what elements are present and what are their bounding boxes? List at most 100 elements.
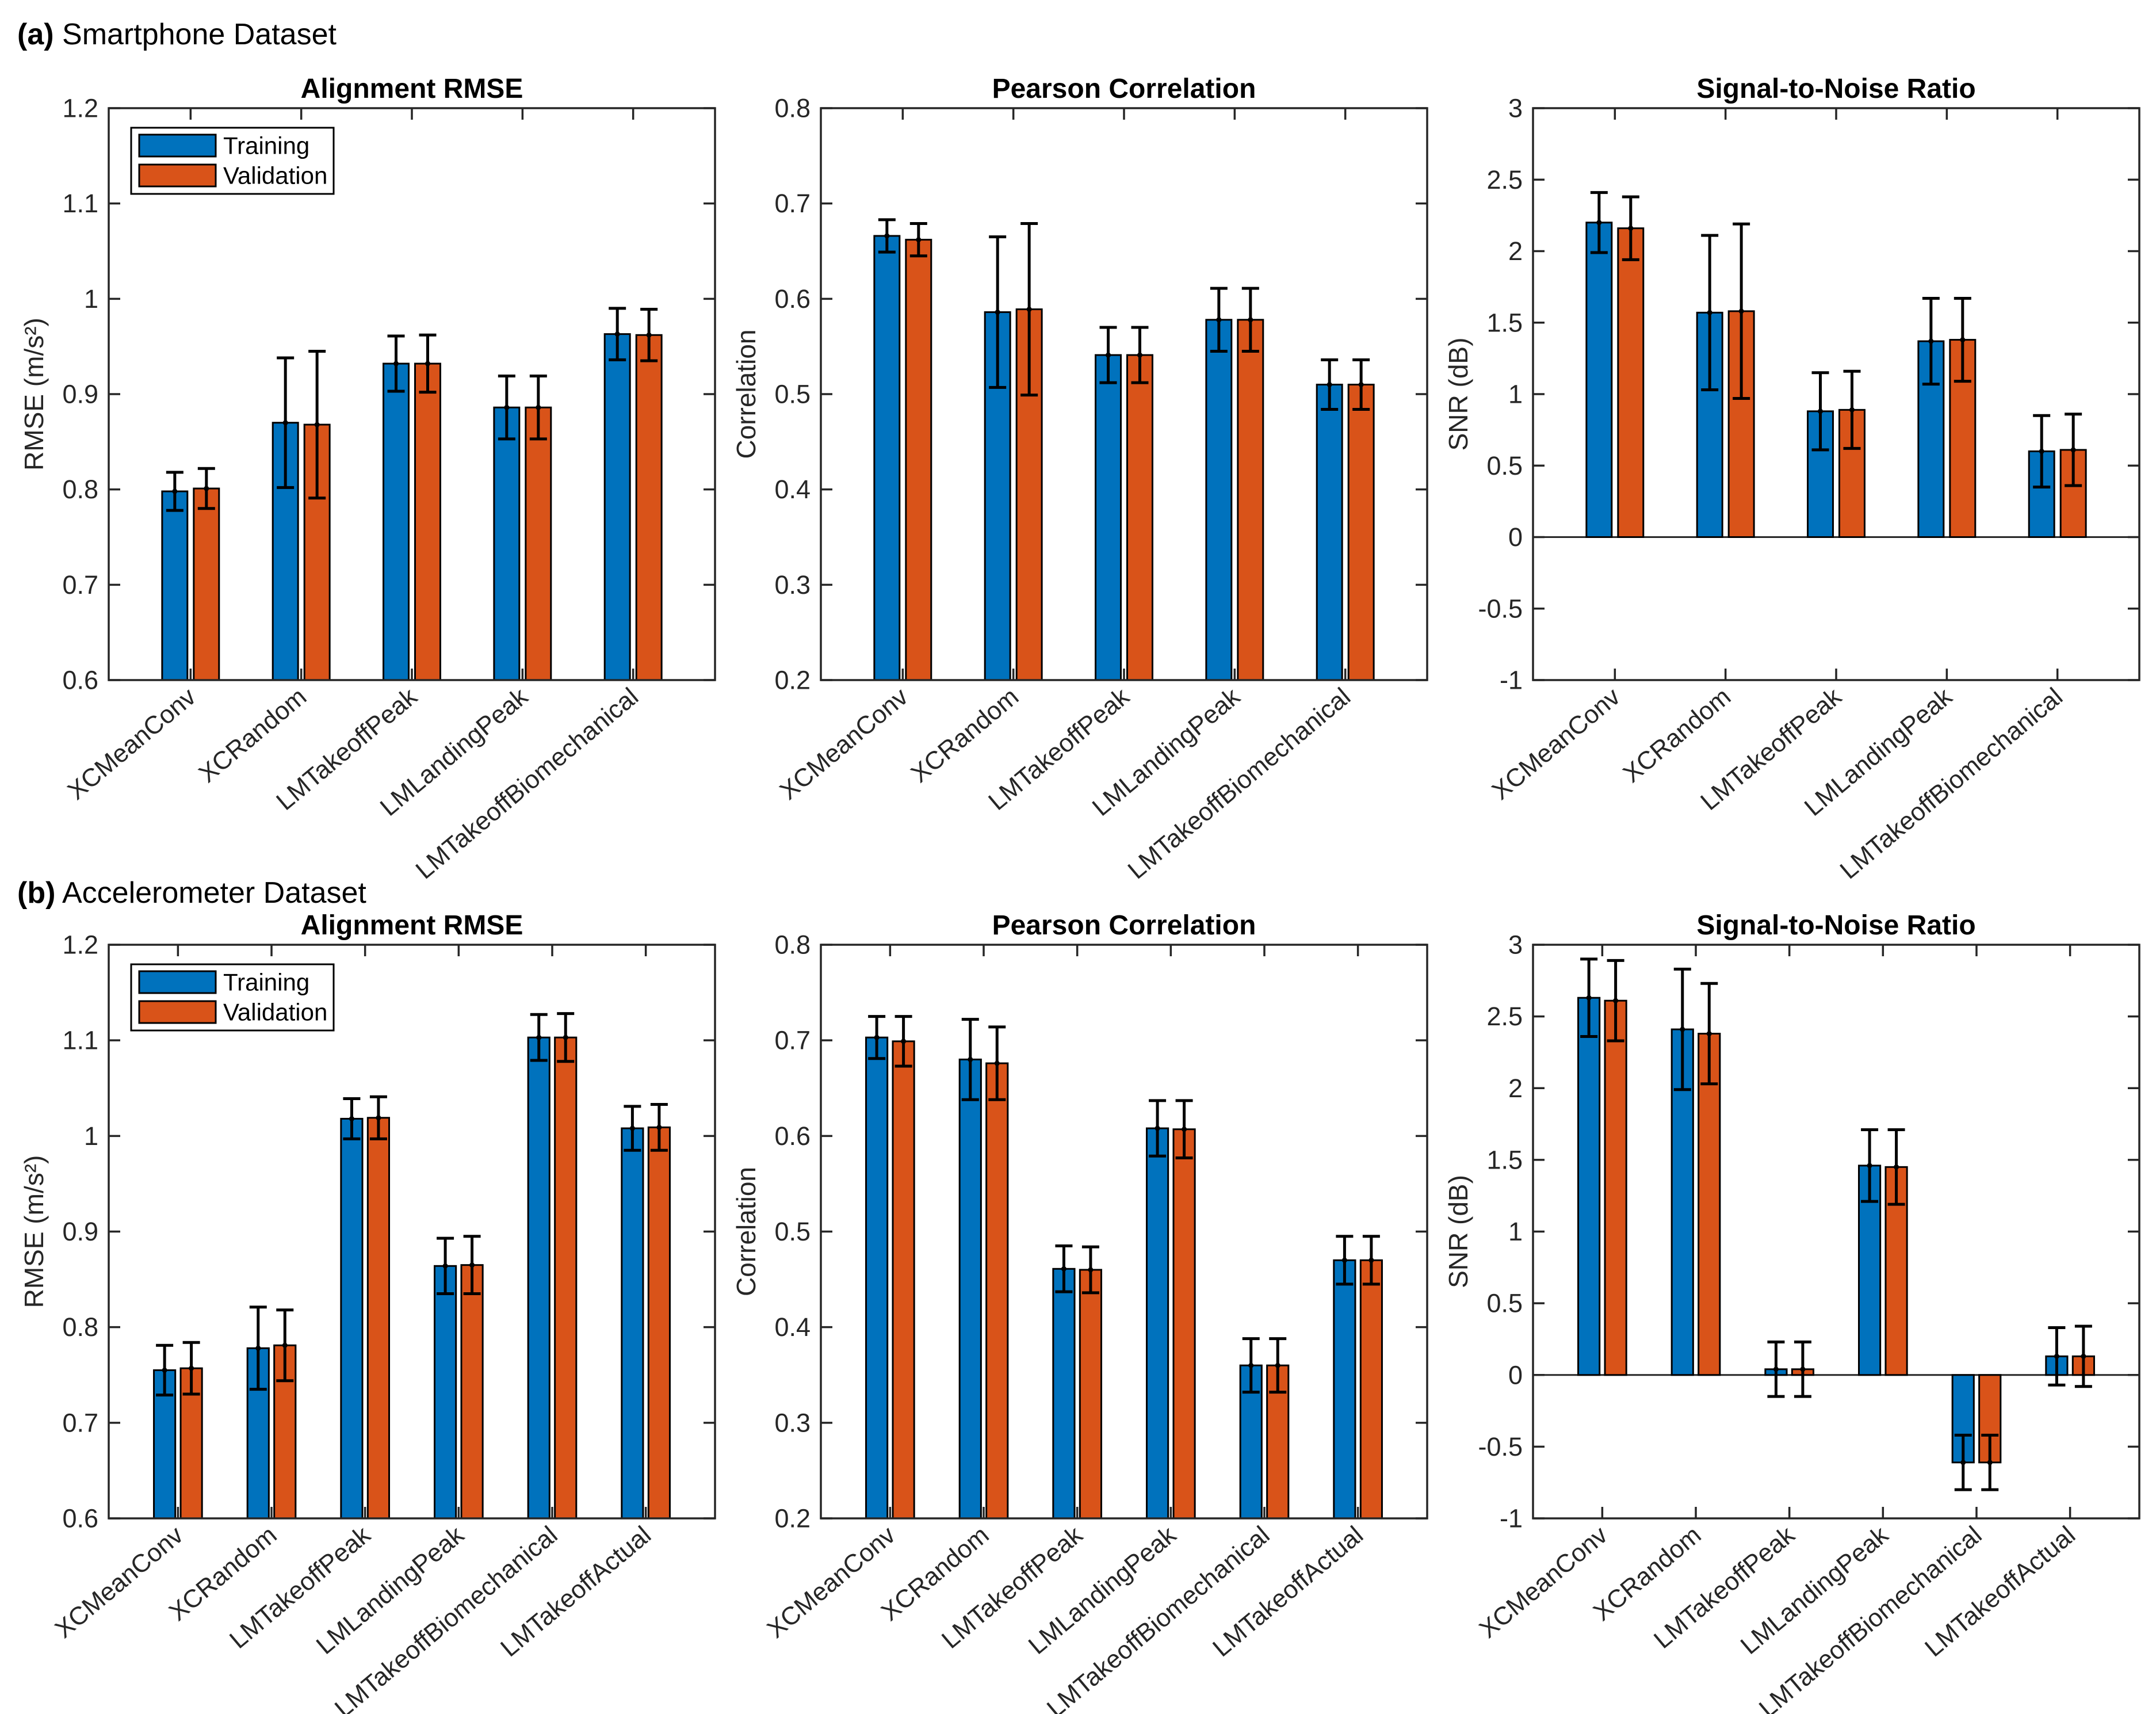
y-tick-label: 1 xyxy=(84,1121,98,1151)
error-marker xyxy=(2054,1353,2059,1359)
y-tick-label: 1.2 xyxy=(62,930,98,960)
plot-box xyxy=(820,107,1428,681)
chart-title: Signal-to-Noise Ratio xyxy=(1696,74,1975,104)
error-marker xyxy=(393,361,399,367)
error-marker xyxy=(1275,1362,1280,1368)
bar-training-XCMeanConv xyxy=(865,1036,889,1520)
y-axis-label: SNR (dB) xyxy=(1443,338,1473,451)
error-marker xyxy=(282,420,288,426)
x-category-label: LMTakeoffBiomechanical xyxy=(1835,682,2069,884)
legend: Training Validation xyxy=(130,127,335,195)
plot-box xyxy=(820,944,1428,1520)
bar-validation-LMLandingPeak xyxy=(460,1264,484,1520)
error-marker xyxy=(994,1060,1000,1066)
bar-validation-XCMeanConv xyxy=(892,1040,915,1520)
error-marker xyxy=(1738,308,1744,314)
error-marker xyxy=(469,1262,475,1268)
y-tick-label: 0.8 xyxy=(62,475,98,504)
bar-training-LMLandingPeak xyxy=(493,406,521,681)
error-marker xyxy=(1628,226,1634,231)
error-marker xyxy=(1061,1266,1066,1272)
legend-swatch-validation xyxy=(138,163,217,188)
plot-box xyxy=(1532,944,2140,1520)
bar-training-LMTakeoffActual xyxy=(1333,1259,1356,1520)
chart-b-alignment-rmse: 0.6 0.7 0.8 0.9 1 1.1 1.2 Alignment RMSE RMSE (m… xyxy=(19,910,716,1714)
bar-validation-XCMeanConv xyxy=(905,239,932,681)
y-tick-label: 1.1 xyxy=(62,189,98,218)
plot-box xyxy=(1532,107,2140,681)
bar-training-LMTakeoffPeak xyxy=(1095,354,1122,681)
chart-a-pearson-correlation: 0.2 0.3 0.4 0.5 0.6 0.7 0.8 Pearson Correlation… xyxy=(731,74,1428,885)
plot-box xyxy=(108,107,716,681)
bar-training-XCMeanConv xyxy=(1577,997,1601,1376)
y-tick-label: 0.8 xyxy=(62,1312,98,1342)
y-tick-label: 0.6 xyxy=(774,284,811,314)
y-tick-label: -1 xyxy=(1500,1504,1523,1533)
y-tick-label: 0.9 xyxy=(62,1217,98,1246)
legend-swatch-training xyxy=(138,133,217,158)
legend-label-training: Training xyxy=(223,132,309,159)
y-axis-label: RMSE (m/s²) xyxy=(19,318,49,471)
panel-label-b-text: Accelerometer Dataset xyxy=(62,876,366,910)
error-marker xyxy=(1248,317,1253,323)
bar-training-LMLandingPeak xyxy=(1145,1127,1169,1520)
y-tick-label: 0.6 xyxy=(62,666,98,695)
y-tick-label: 1 xyxy=(1508,380,1523,409)
error-marker xyxy=(1368,1257,1374,1263)
y-tick-label: 0.5 xyxy=(1486,1289,1523,1318)
x-category-label: LMTakeoffBiomechanical xyxy=(411,682,644,884)
error-marker xyxy=(1849,407,1855,413)
bar-training-LMLandingPeak xyxy=(1205,319,1233,681)
error-marker xyxy=(1960,1460,1966,1465)
bar-validation-LMTakeoffPeak xyxy=(366,1117,391,1520)
legend: Training Validation xyxy=(130,963,335,1032)
y-tick-label: 1.5 xyxy=(1486,308,1523,337)
panel-label-a-prefix: (a) xyxy=(17,18,54,51)
bar-training-LMTakeoffPeak xyxy=(383,362,410,681)
y-tick-label: 0.7 xyxy=(774,189,811,218)
x-category-label: XCRandom xyxy=(905,682,1024,788)
bar-validation-LMLandingPeak xyxy=(525,406,552,681)
error-marker xyxy=(1586,995,1592,1001)
bar-validation-LMTakeoffBiomechanical xyxy=(1347,383,1375,681)
bar-validation-XCMeanConv xyxy=(1617,227,1645,538)
error-marker xyxy=(314,422,320,427)
error-marker xyxy=(349,1116,354,1121)
error-marker xyxy=(1707,310,1712,315)
y-tick-label: -1 xyxy=(1500,666,1523,695)
chart-title: Pearson Correlation xyxy=(992,74,1256,104)
y-tick-label: 1 xyxy=(84,284,98,314)
y-tick-label: 0.6 xyxy=(774,1121,811,1151)
error-marker xyxy=(1987,1460,1993,1465)
error-marker xyxy=(614,331,620,337)
y-tick-label: 0.7 xyxy=(62,570,98,600)
error-marker xyxy=(189,1365,194,1371)
bar-validation-LMTakeoffActual xyxy=(647,1126,671,1520)
error-marker xyxy=(1596,220,1602,226)
error-marker xyxy=(2039,448,2044,454)
error-marker xyxy=(656,1124,662,1130)
bar-validation-LMTakeoffBiomechanical xyxy=(554,1036,578,1520)
error-marker xyxy=(1680,1026,1685,1032)
y-tick-label: 0.7 xyxy=(62,1408,98,1437)
error-marker xyxy=(995,310,1000,315)
bar-validation-LMLandingPeak xyxy=(1237,319,1264,681)
error-marker xyxy=(563,1034,568,1040)
y-tick-label: -0.5 xyxy=(1478,594,1523,623)
y-tick-label: 2.5 xyxy=(1486,1002,1523,1031)
error-marker xyxy=(425,361,430,367)
bar-training-LMTakeoffBiomechanical xyxy=(1316,383,1343,681)
y-tick-label: 3 xyxy=(1508,94,1523,123)
panel-label-a-text: Smartphone Dataset xyxy=(62,18,337,51)
y-axis-label: Correlation xyxy=(731,1167,761,1296)
y-tick-label: 0.8 xyxy=(774,930,811,960)
x-category-label: XCMeanConv xyxy=(49,1521,188,1644)
bar-validation-LMTakeoffBiomechanical xyxy=(635,334,663,681)
error-marker xyxy=(1960,337,1966,343)
bar-validation-LMLandingPeak xyxy=(1172,1128,1196,1520)
chart-a-alignment-rmse: 0.6 0.7 0.8 0.9 1 1.1 1.2 Alignment RMSE RMSE (m… xyxy=(19,74,716,885)
y-tick-label: 0.4 xyxy=(774,1312,811,1342)
error-marker xyxy=(968,1056,973,1062)
chart-a-signal-to-noise: -1 -0.5 0 0.5 1 1.5 2 2.5 3 Signal-to-Noise Ratio… xyxy=(1443,74,2140,885)
